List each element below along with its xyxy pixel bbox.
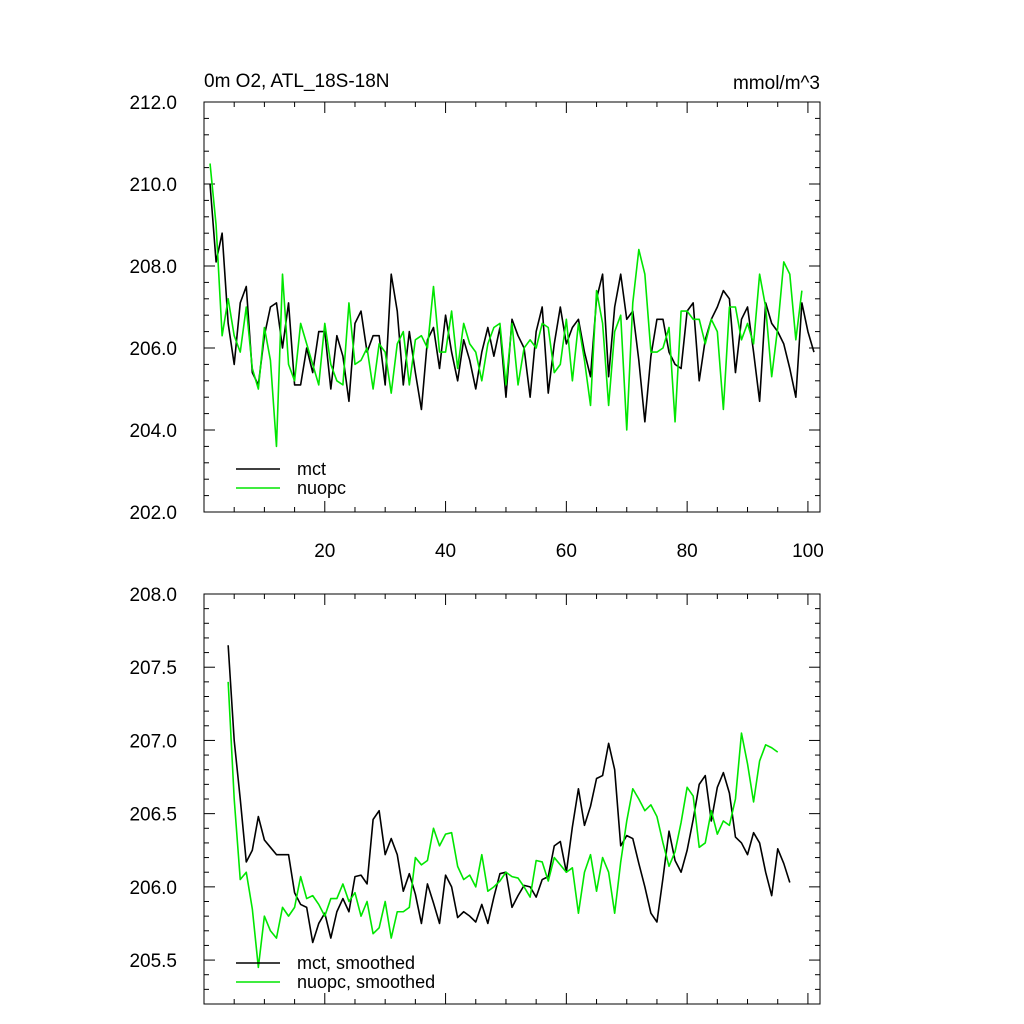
y-tick-label: 202.0 bbox=[129, 503, 177, 524]
x-tick-label: 20 bbox=[314, 541, 335, 562]
legend-label: mct bbox=[297, 459, 326, 479]
series-line-b bbox=[227, 681, 779, 969]
units-label: mmol/m^3 bbox=[733, 73, 820, 94]
series-line-a bbox=[209, 183, 815, 423]
y-tick-label: 210.0 bbox=[129, 175, 177, 196]
bottom-panel: 205.5 206.0 206.5 207.0 207.5 208.0 mct, smoot… bbox=[129, 585, 821, 1005]
y-tick-label: 206.5 bbox=[129, 805, 177, 826]
y-tick-label: 208.0 bbox=[129, 585, 177, 606]
y-tick-label: 207.5 bbox=[129, 658, 177, 679]
series-line-a bbox=[227, 645, 791, 944]
series-line-b bbox=[209, 163, 803, 448]
y-tick-label: 207.0 bbox=[129, 731, 177, 752]
x-tick-label: 80 bbox=[677, 541, 698, 562]
legend-label: nuopc, smoothed bbox=[297, 972, 435, 992]
x-tick-label: 100 bbox=[792, 541, 824, 562]
legend-label: mct, smoothed bbox=[297, 953, 415, 973]
y-tick-label: 208.0 bbox=[129, 257, 177, 278]
legend-label: nuopc bbox=[297, 478, 346, 498]
chart-title: 0m O2, ATL_18S-18N bbox=[204, 71, 390, 92]
x-tick-label: 60 bbox=[556, 541, 577, 562]
plot-frame bbox=[203, 101, 821, 513]
y-tick-label: 212.0 bbox=[129, 93, 177, 114]
top-panel: 202.0 204.0 206.0 208.0 210.0 212.0 20 40 60 80 10… bbox=[129, 71, 823, 562]
y-tick-label: 205.5 bbox=[129, 951, 177, 972]
x-tick-label: 40 bbox=[435, 541, 456, 562]
y-tick-label: 204.0 bbox=[129, 421, 177, 442]
plot-frame bbox=[203, 593, 821, 1005]
y-tick-label: 206.0 bbox=[129, 339, 177, 360]
y-tick-label: 206.0 bbox=[129, 878, 177, 899]
